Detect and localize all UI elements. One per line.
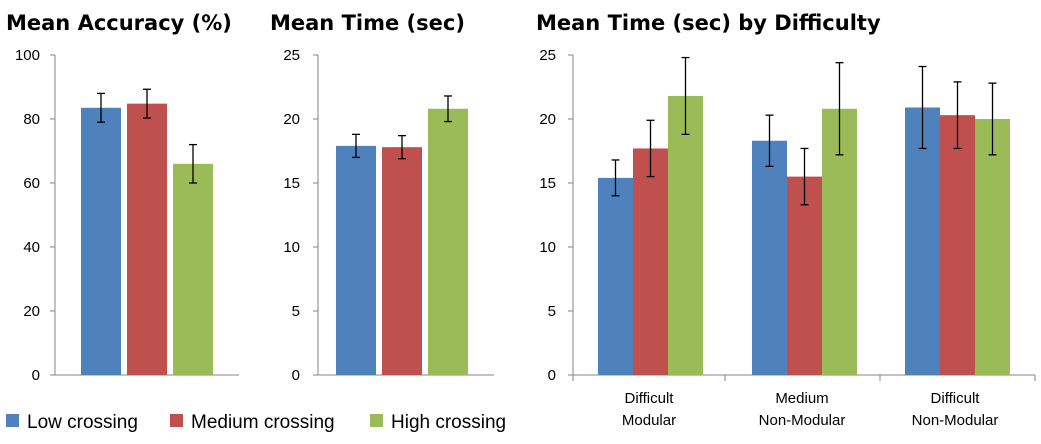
- legend-item: Low crossing: [6, 412, 138, 433]
- category-label: Non-Modular: [912, 412, 999, 429]
- bar: [940, 115, 975, 375]
- error-bar: [646, 119, 655, 178]
- bar: [81, 107, 121, 376]
- chart-title: Mean Time (sec) by Difficulty: [536, 11, 881, 35]
- time-by-difficulty-chart: Mean Time (sec) by Difficulty 0 5 10 15 20 25…: [536, 11, 1036, 429]
- legend-label: Low crossing: [27, 412, 138, 433]
- category-label: Difficult: [931, 390, 981, 407]
- plot-area: [81, 88, 213, 376]
- y-tick-label: 10: [539, 239, 556, 256]
- category-label: Modular: [622, 412, 676, 429]
- category-label: Non-Modular: [759, 412, 846, 429]
- legend-item: High crossing: [370, 412, 506, 433]
- chart-title: Mean Time (sec): [270, 11, 465, 35]
- legend-label: Medium crossing: [191, 412, 335, 433]
- y-tick-label: 20: [283, 111, 300, 128]
- y-tick-label: 60: [23, 175, 40, 192]
- bar: [975, 119, 1010, 375]
- bar: [382, 147, 422, 375]
- bar: [598, 177, 633, 375]
- y-axis: 0 20 40 60 80 100: [15, 47, 239, 384]
- category-label: Medium: [775, 390, 828, 407]
- error-bar: [611, 159, 620, 197]
- y-tick-label: 0: [32, 367, 40, 384]
- time-chart: Mean Time (sec) 0 5 10 15 20 25: [270, 11, 494, 384]
- y-tick-label: 0: [548, 367, 556, 384]
- error-bar: [918, 65, 927, 150]
- bar: [173, 163, 213, 375]
- error-bar: [97, 92, 105, 123]
- y-axis: 0 5 10 15 20 25: [283, 47, 494, 384]
- error-bar: [835, 62, 844, 156]
- error-bar: [352, 133, 360, 159]
- bar: [787, 176, 822, 375]
- y-tick-label: 25: [539, 47, 556, 64]
- bar: [752, 140, 787, 375]
- accuracy-chart: Mean Accuracy (%) 0 20 40 60 80 100: [6, 11, 239, 384]
- plot-area: [598, 56, 1010, 376]
- y-tick-label: 20: [23, 303, 40, 320]
- bar: [127, 103, 167, 375]
- y-tick-label: 0: [292, 367, 300, 384]
- y-tick-label: 15: [283, 175, 300, 192]
- bar: [633, 148, 668, 375]
- y-tick-label: 25: [283, 47, 300, 64]
- y-tick-label: 80: [23, 111, 40, 128]
- x-axis: Difficult Modular Medium Non-Modular Difficu…: [622, 390, 998, 429]
- error-bar: [988, 82, 997, 156]
- legend-swatch: [6, 414, 19, 427]
- bar: [428, 108, 468, 375]
- bar: [668, 95, 703, 376]
- plot-area: [336, 95, 468, 375]
- y-tick-label: 5: [292, 303, 300, 320]
- legend-label: High crossing: [391, 412, 506, 433]
- y-tick-label: 10: [283, 239, 300, 256]
- error-bar: [444, 95, 452, 123]
- error-bar: [398, 134, 406, 160]
- y-tick-label: 20: [539, 111, 556, 128]
- category-label: Difficult: [625, 390, 675, 407]
- error-bar: [953, 81, 962, 150]
- error-bar: [765, 114, 774, 168]
- y-tick-label: 100: [15, 47, 40, 64]
- legend-item: Medium crossing: [170, 412, 335, 433]
- legend-swatch: [170, 414, 183, 427]
- y-tick-label: 5: [548, 303, 556, 320]
- legend-swatch: [370, 414, 383, 427]
- chart-title: Mean Accuracy (%): [6, 11, 232, 35]
- error-bar: [800, 147, 809, 206]
- error-bar: [143, 88, 151, 119]
- legend: Low crossing Medium crossing High crossing: [6, 412, 506, 433]
- bar: [336, 145, 376, 375]
- error-bar: [189, 143, 197, 184]
- error-bar: [681, 56, 690, 136]
- y-tick-label: 40: [23, 239, 40, 256]
- y-tick-label: 15: [539, 175, 556, 192]
- bar: [905, 107, 940, 375]
